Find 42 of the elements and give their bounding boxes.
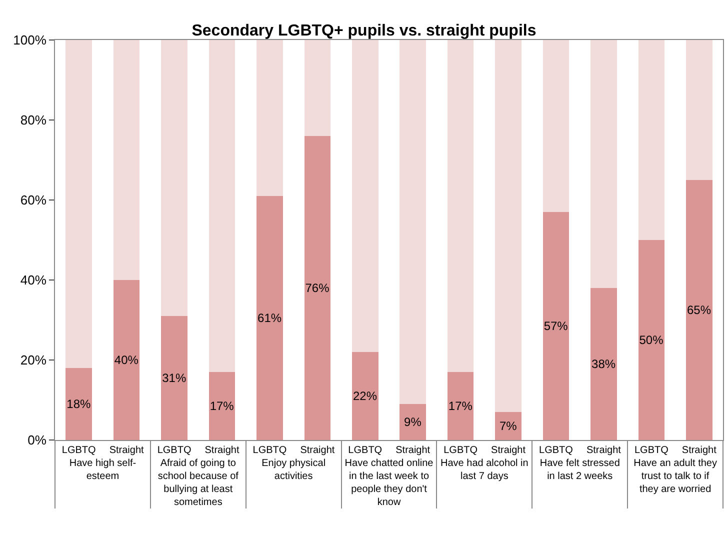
text: Afraid of going to school because of bullying at least sometimes [158,458,239,508]
y-tick-label: 60% [20,192,47,208]
x-tick-label: Straight [586,445,622,456]
data-label: 18% [66,397,92,411]
data-label: 38% [592,357,616,371]
x-tick-label: LGBTQ [444,445,478,456]
x-tick-label: Straight [109,445,144,456]
text: Enjoy physical activities [262,458,326,482]
data-label: 50% [639,333,664,347]
data-label: 61% [258,311,282,325]
x-tick-label: Straight [204,445,240,456]
text: Have felt stressed in last 2 weeks [540,458,620,482]
x-tick-label: LGBTQ [252,445,287,456]
y-tick-label: 20% [20,352,47,368]
text: Have had alcohol in last 7 days [440,458,528,482]
x-tick-label: LGBTQ [157,445,192,456]
data-label: 9% [404,415,422,429]
chart-title: Secondary LGBTQ+ pupils vs. straight pupils [192,22,536,40]
data-label: 22% [352,389,378,403]
data-label: 65% [686,303,712,317]
x-tick-label: Straight [682,445,717,456]
data-label: 17% [210,399,234,413]
y-tick-label: 80% [20,112,47,128]
x-tick-label: Straight [396,445,430,456]
data-label: 76% [305,281,330,295]
text: Have chatted online in the last week to people they don't know [344,458,434,508]
y-tick-label: 0% [28,432,47,448]
text: Have high self-esteem [69,458,136,482]
x-tick-label: Straight [300,445,335,456]
x-tick-label: LGBTQ [539,445,574,456]
data-label: 17% [448,399,473,413]
data-label: 40% [114,353,139,367]
x-tick-label: LGBTQ [62,445,96,456]
text: Have an adult they trust to talk to if they are worried [634,458,717,495]
x-tick-label: LGBTQ [634,445,669,456]
y-tick-label: 40% [20,272,47,288]
data-label: 31% [162,371,186,385]
x-tick-label: LGBTQ [348,445,382,456]
y-tick-label: 100% [13,32,47,48]
x-tick-label: Straight [491,445,526,456]
data-label: 7% [499,419,518,433]
data-label: 57% [544,319,568,333]
